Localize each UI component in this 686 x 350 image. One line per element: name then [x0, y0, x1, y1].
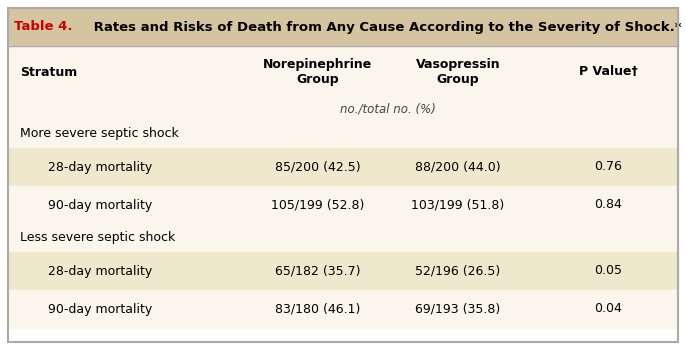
- Text: 83/180 (46.1): 83/180 (46.1): [275, 302, 361, 315]
- Text: 52/196 (26.5): 52/196 (26.5): [416, 265, 501, 278]
- Text: 0.04: 0.04: [594, 302, 622, 315]
- Text: 0.05: 0.05: [594, 265, 622, 278]
- Bar: [8, 252, 678, 290]
- Text: 103/199 (51.8): 103/199 (51.8): [412, 198, 505, 211]
- Text: Rates and Risks of Death from Any Cause According to the Severity of Shock.*: Rates and Risks of Death from Any Cause …: [89, 21, 682, 34]
- Text: 65/182 (35.7): 65/182 (35.7): [275, 265, 361, 278]
- Bar: [8, 120, 678, 148]
- Text: 88/200 (44.0): 88/200 (44.0): [415, 161, 501, 174]
- Text: 90-day mortality: 90-day mortality: [48, 302, 152, 315]
- Bar: [8, 8, 678, 46]
- Bar: [8, 290, 678, 328]
- Bar: [8, 46, 678, 98]
- Bar: [8, 224, 678, 252]
- Text: More severe septic shock: More severe septic shock: [20, 127, 179, 140]
- Text: 0.84: 0.84: [594, 198, 622, 211]
- Text: Stratum: Stratum: [20, 65, 78, 78]
- Text: 69/193 (35.8): 69/193 (35.8): [416, 302, 501, 315]
- Bar: [8, 148, 678, 186]
- Text: Vasopressin
Group: Vasopressin Group: [416, 58, 500, 86]
- Text: 85/200 (42.5): 85/200 (42.5): [275, 161, 361, 174]
- Text: Less severe septic shock: Less severe septic shock: [20, 231, 175, 245]
- Bar: [8, 98, 678, 120]
- Text: P Value†: P Value†: [578, 65, 637, 78]
- Text: 90-day mortality: 90-day mortality: [48, 198, 152, 211]
- Text: 0.76: 0.76: [594, 161, 622, 174]
- Text: 28-day mortality: 28-day mortality: [48, 265, 152, 278]
- Text: 105/199 (52.8): 105/199 (52.8): [271, 198, 365, 211]
- Text: Table 4.: Table 4.: [14, 21, 73, 34]
- Text: 28-day mortality: 28-day mortality: [48, 161, 152, 174]
- Bar: [8, 186, 678, 224]
- Text: no./total no. (%): no./total no. (%): [340, 103, 436, 116]
- Text: Norepinephrine
Group: Norepinephrine Group: [263, 58, 372, 86]
